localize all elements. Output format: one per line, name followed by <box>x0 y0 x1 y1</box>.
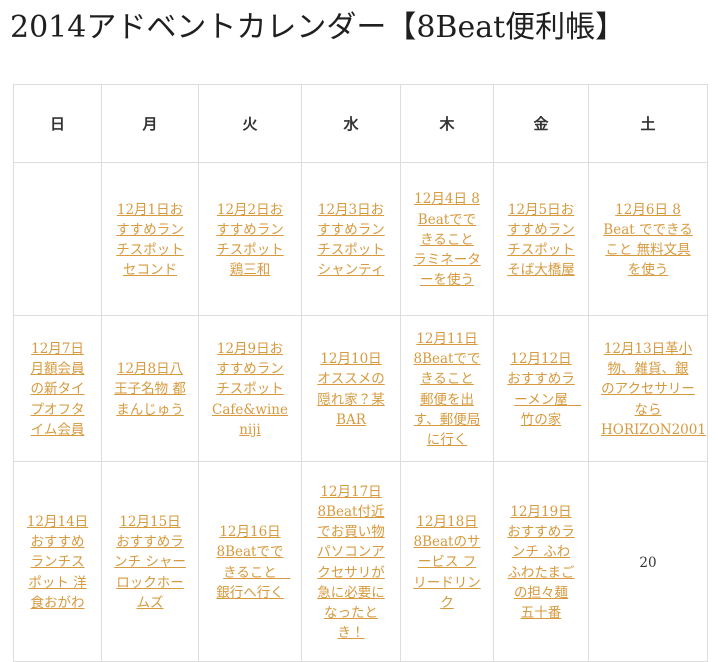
calendar-cell: 12月8日八王子名物 都まんじゅう <box>101 315 199 462</box>
calendar-cell: 12月16日8Beatでできること 銀行へ行く <box>198 461 302 662</box>
day-number-dec-20: 20 <box>639 555 657 571</box>
post-link-dec-12[interactable]: 12月12日おすすめラーメン屋 竹の家 <box>507 351 582 428</box>
calendar-cell: 12月11日8Beatでできること 郵便を出す、郵便局に行く <box>400 315 494 462</box>
post-link-dec-11[interactable]: 12月11日8Beatでできること 郵便を出す、郵便局に行く <box>413 330 481 448</box>
calendar-cell: 12月13日革小物、雑貨、銀のアクセサリーならHORIZON2001 <box>588 315 708 462</box>
advent-calendar-table: 日 月 火 水 木 金 土 12月1日おすすめランチスポット セコンド 12月2… <box>13 84 708 662</box>
calendar-cell: 12月17日8Beat付近でお買い物 パソコンアクセサリが急に必要になったとき！ <box>301 461 401 662</box>
calendar-cell: 12月10日オススメの隠れ家？某BAR <box>301 315 401 462</box>
post-link-dec-3[interactable]: 12月3日おすすめランチスポット シャンティ <box>317 201 385 279</box>
calendar-week-row: 12月14日おすすめランチスポット 洋食おがわ 12月15日おすすめランチ シャ… <box>13 461 708 662</box>
calendar-cell: 12月1日おすすめランチスポット セコンド <box>101 162 199 316</box>
calendar-cell: 12月4日 8 Beatでできること ラミネーターを使う <box>400 162 494 316</box>
weekday-header-thu: 木 <box>400 84 494 163</box>
calendar-cell: 12月15日おすすめランチ シャーロックホームズ <box>101 461 199 662</box>
post-link-dec-5[interactable]: 12月5日おすすめランチスポット そば大橋屋 <box>507 201 575 279</box>
calendar-cell: 12月7日月額会員の新タイプオフタイム会員 <box>13 315 102 462</box>
calendar-cell: 12月5日おすすめランチスポット そば大橋屋 <box>493 162 589 316</box>
calendar-cell: 12月14日おすすめランチスポット 洋食おがわ <box>13 461 102 662</box>
weekday-header-fri: 金 <box>493 84 589 163</box>
post-link-dec-16[interactable]: 12月16日8Beatでできること 銀行へ行く <box>216 524 291 601</box>
calendar-week-row: 12月7日月額会員の新タイプオフタイム会員 12月8日八王子名物 都まんじゅう … <box>13 315 708 462</box>
calendar-week-row: 12月1日おすすめランチスポット セコンド 12月2日おすすめランチスポット 鶏… <box>13 162 708 316</box>
weekday-header-tue: 火 <box>198 84 302 163</box>
post-link-dec-2[interactable]: 12月2日おすすめランチスポット 鶏三和 <box>216 201 284 279</box>
post-link-dec-9[interactable]: 12月9日おすすめランチスポット Cafe&wine niji <box>212 340 288 438</box>
post-link-dec-8[interactable]: 12月8日八王子名物 都まんじゅう <box>114 361 186 418</box>
weekday-header-mon: 月 <box>101 84 199 163</box>
calendar-cell: 12月18日8Beatのサービス フリードリンク <box>400 461 494 662</box>
calendar-cell: 12月3日おすすめランチスポット シャンティ <box>301 162 401 316</box>
page-container: 2014アドベントカレンダー【8Beat便利帳】 日 月 火 水 木 金 土 1… <box>0 10 718 662</box>
post-link-dec-15[interactable]: 12月15日おすすめランチ シャーロックホームズ <box>114 513 186 611</box>
weekday-header-row: 日 月 火 水 木 金 土 <box>13 84 708 163</box>
calendar-cell: 12月9日おすすめランチスポット Cafe&wine niji <box>198 315 302 462</box>
post-link-dec-4[interactable]: 12月4日 8 Beatでできること ラミネーターを使う <box>413 191 481 289</box>
calendar-cell: 20 <box>588 461 708 662</box>
calendar-cell: 12月6日 8 Beat でできること 無料文具を使う <box>588 162 708 316</box>
post-link-dec-14[interactable]: 12月14日おすすめランチスポット 洋食おがわ <box>26 513 89 611</box>
calendar-cell: 12月2日おすすめランチスポット 鶏三和 <box>198 162 302 316</box>
post-link-dec-18[interactable]: 12月18日8Beatのサービス フリードリンク <box>413 513 481 611</box>
calendar-cell: 12月12日おすすめラーメン屋 竹の家 <box>493 315 589 462</box>
calendar-cell-empty <box>13 162 102 316</box>
post-link-dec-19[interactable]: 12月19日おすすめランチ ふわふわたまごの担々麺 五十番 <box>507 503 575 621</box>
post-link-dec-7[interactable]: 12月7日月額会員の新タイプオフタイム会員 <box>30 340 85 438</box>
calendar-cell: 12月19日おすすめランチ ふわふわたまごの担々麺 五十番 <box>493 461 589 662</box>
weekday-header-sat: 土 <box>588 84 708 163</box>
post-link-dec-13[interactable]: 12月13日革小物、雑貨、銀のアクセサリーならHORIZON2001 <box>601 340 706 438</box>
post-link-dec-6[interactable]: 12月6日 8 Beat でできること 無料文具を使う <box>603 201 693 279</box>
weekday-header-wed: 水 <box>301 84 401 163</box>
post-link-dec-17[interactable]: 12月17日8Beat付近でお買い物 パソコンアクセサリが急に必要になったとき！ <box>317 483 385 642</box>
post-link-dec-10[interactable]: 12月10日オススメの隠れ家？某BAR <box>317 351 385 428</box>
post-link-dec-1[interactable]: 12月1日おすすめランチスポット セコンド <box>116 201 184 279</box>
page-title: 2014アドベントカレンダー【8Beat便利帳】 <box>10 10 626 45</box>
weekday-header-sun: 日 <box>13 84 102 163</box>
